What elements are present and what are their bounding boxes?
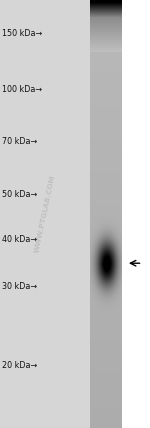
Text: 30 kDa→: 30 kDa→ <box>2 282 37 291</box>
Text: 20 kDa→: 20 kDa→ <box>2 361 37 371</box>
Text: 50 kDa→: 50 kDa→ <box>2 190 37 199</box>
Text: 100 kDa→: 100 kDa→ <box>2 85 42 95</box>
Text: WWW.PTGLAB.COM: WWW.PTGLAB.COM <box>34 175 56 253</box>
Text: 40 kDa→: 40 kDa→ <box>2 235 37 244</box>
Text: 150 kDa→: 150 kDa→ <box>2 29 42 38</box>
Text: 70 kDa→: 70 kDa→ <box>2 137 37 146</box>
